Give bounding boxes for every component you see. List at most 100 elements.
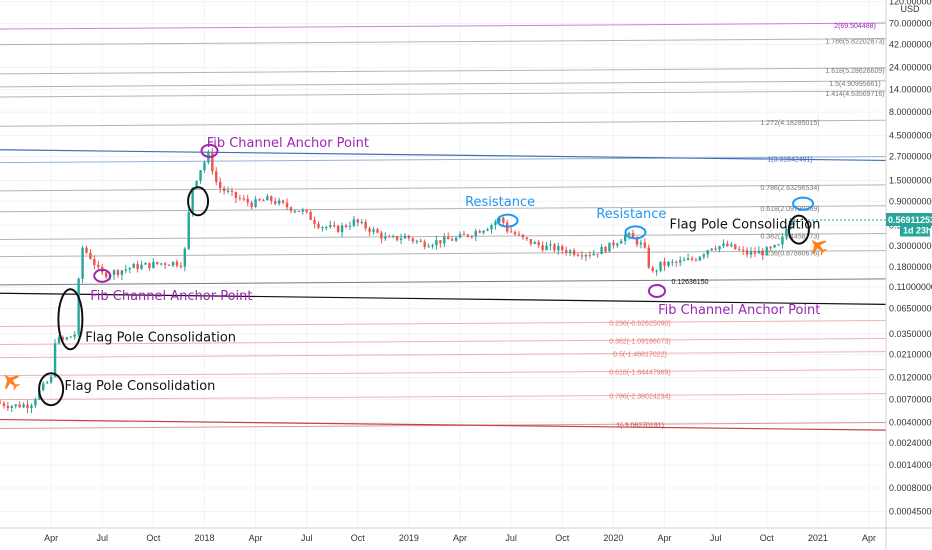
candle-body [93,259,96,265]
candle-body [293,210,297,212]
fib-level-label: 1.272(4.18285015) [760,120,819,127]
candle-body [679,260,682,263]
candle-body [336,225,340,233]
candle-body [45,382,49,384]
candle-body [596,253,599,255]
fib-line [0,156,887,164]
candle-body [175,261,179,266]
fib-line [0,22,887,30]
fib-level-label: 0.786(-2.38024234) [609,394,671,401]
candle-body [203,162,206,171]
candle-body [631,233,635,238]
candle-body [211,152,214,172]
y-tick-label: 70.00000000 [889,19,932,29]
candle-body [289,207,293,211]
candle-body [513,232,517,235]
annotation-ellipse [38,372,65,407]
channel-line [0,292,887,305]
candle-body [183,248,187,267]
candle-body [368,228,371,232]
candle-body [301,209,304,212]
candle-body [730,244,733,247]
time-axis[interactable]: Apr Jul Oct 2018 Apr Jul Oct 2019 Apr Jul Oct 2020 A… [44,533,876,543]
price-axis[interactable]: 120.00000000 70.00000000 42.00000000 24.000… [889,0,932,516]
candle-body [694,259,698,261]
y-tick-label: 0.00400000 [889,417,932,427]
candle-body [317,223,320,228]
candle-body [545,245,548,251]
fib-level-label: 0.618(2.09720269) [760,206,819,213]
candle-body [517,234,521,236]
candle-body [533,242,536,244]
candle-body [65,337,69,340]
annotation-ellipse [792,196,815,211]
candle-body [490,225,493,230]
y-tick-label: 2.70000000 [889,151,932,161]
annotation-label: Fib Channel Anchor Point [658,303,820,318]
annotation-label: Resistance [596,207,666,222]
candle-body [757,250,761,254]
channel-line [0,418,887,431]
candle-body [281,200,285,203]
current-price-label: 0.56911253 [888,215,932,225]
candle-body [482,230,485,233]
x-tick-label: Oct [555,533,570,543]
currency-label: USD [900,4,920,14]
candle-body [140,264,143,269]
candle-body [647,247,650,268]
candle-body [372,229,375,232]
airplane-shape [4,374,20,391]
candle-body [73,334,76,337]
y-tick-label: 0.30000000 [889,241,932,251]
candle-body [242,198,245,200]
fib-level-label: 0.618(-1.84447969) [609,370,671,377]
candle-body [738,249,741,251]
y-tick-label: 24.00000000 [889,62,932,72]
fib-line [0,232,887,240]
candle-body [49,376,53,383]
candle-body [222,188,226,192]
candle-body [34,399,37,406]
candle-body [325,227,328,229]
candle-body [360,221,363,223]
candle-body [498,217,501,222]
candle-body [773,244,776,248]
candle-body [565,250,568,253]
candle-body [97,264,100,268]
y-tick-label: 42.00000000 [889,40,932,50]
candle-body [785,228,788,237]
y-tick-label: 14.00000000 [889,84,932,94]
candle-body [156,261,159,264]
candle-body [215,171,218,182]
candle-body [553,244,556,251]
candle-body [462,234,466,236]
fib-line [0,80,887,88]
candle-body [600,246,603,255]
y-tick-label: 0.03500000 [889,329,932,339]
fib-line [0,351,887,359]
fib-line [0,320,887,328]
fib-level-label: 0.236(-0.62625090) [609,321,671,328]
candle-body [443,236,446,244]
candle-body [356,219,360,223]
candle-body [458,234,462,238]
fib-line [0,205,887,213]
candle-body [561,246,564,251]
channel-line [0,149,887,162]
candle-body [470,236,474,238]
candle-body [435,240,438,246]
candle-body [549,244,552,246]
candle-body [423,241,426,247]
candle-body [136,264,139,269]
candle-body [781,236,784,245]
y-tick-label: 1.50000000 [889,175,932,185]
candle-body [250,202,253,208]
fib-line [0,421,887,429]
candle-body [588,254,591,256]
candle-body [431,245,434,247]
fib-level-label: 1.618(5.28626609) [825,68,884,75]
candle-body [761,250,764,256]
candle-body [557,246,560,251]
candle-body [667,261,670,266]
